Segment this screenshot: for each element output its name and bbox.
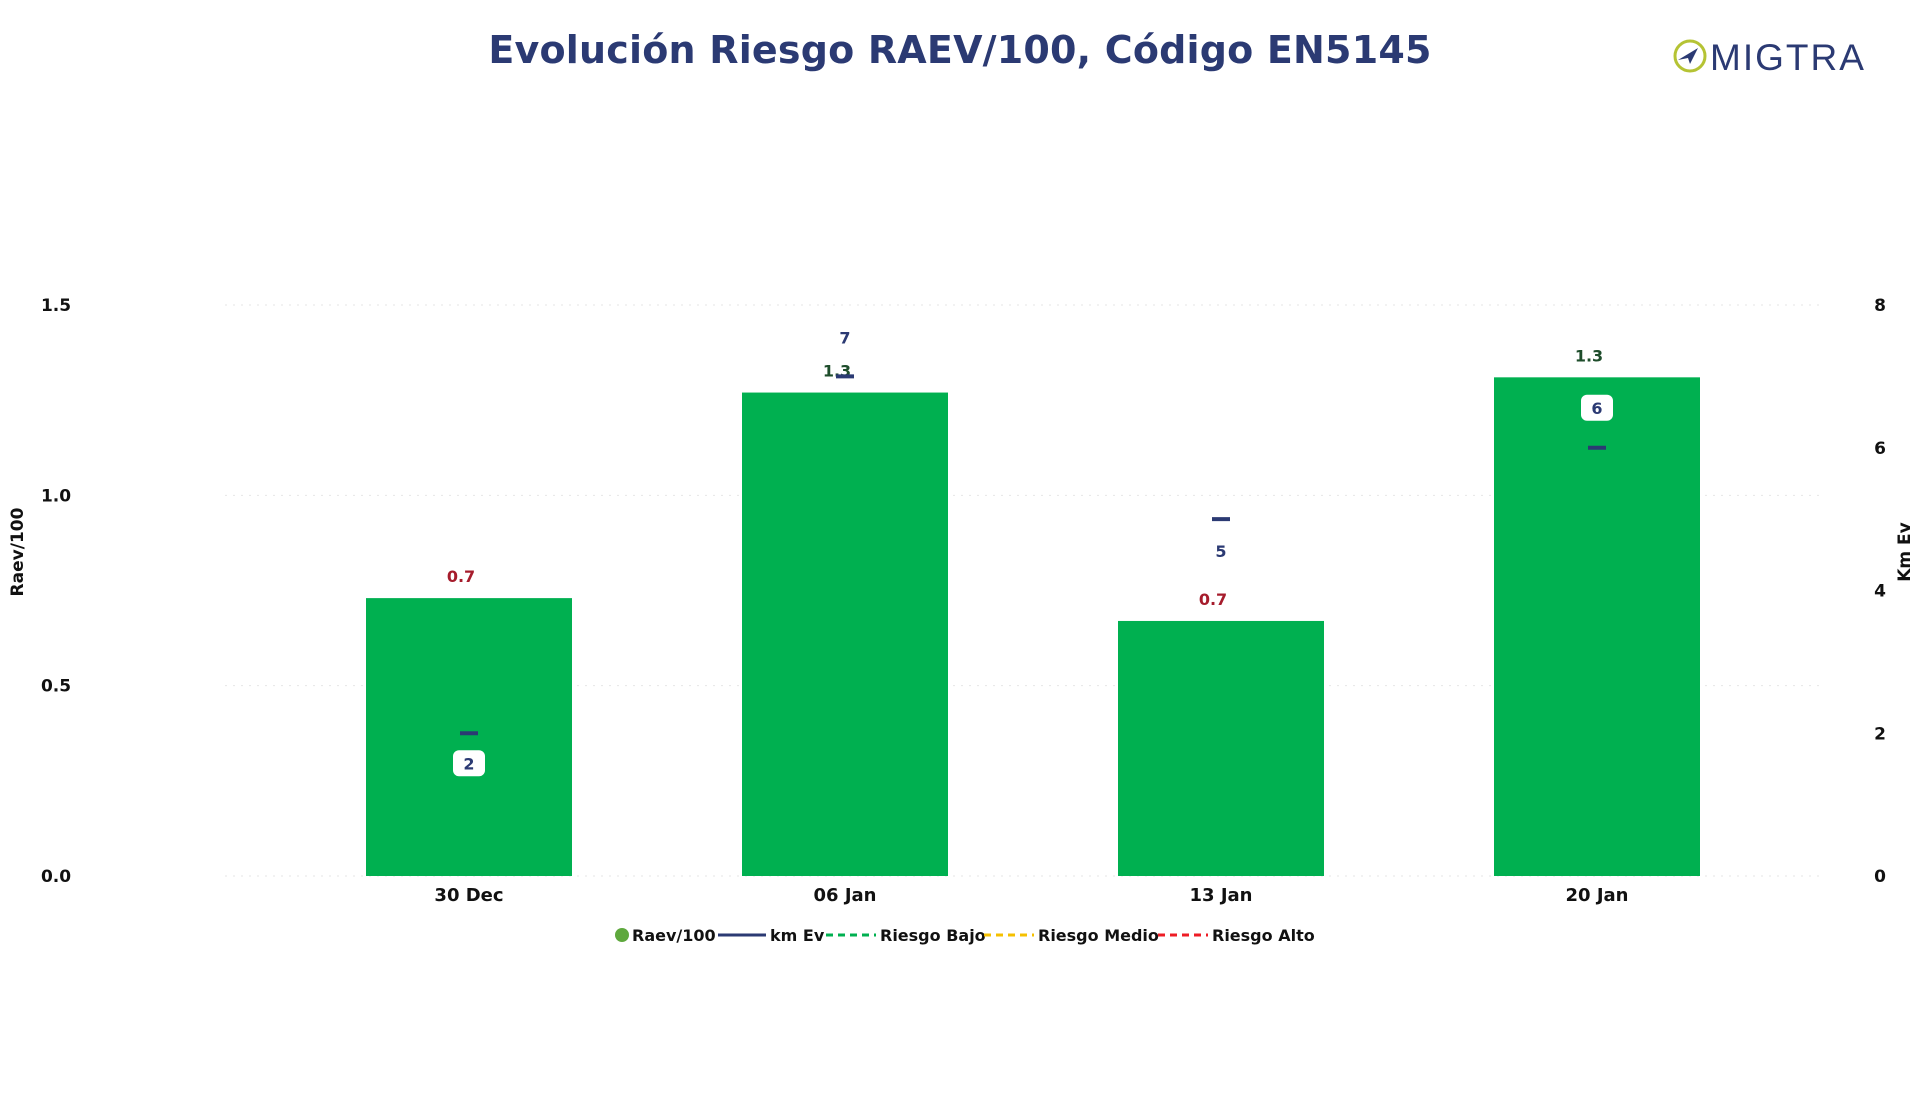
- logo-ring-icon: [1673, 39, 1707, 73]
- y-tick-label: 1.0: [41, 486, 71, 506]
- legend-marker-raev: [615, 928, 629, 942]
- y-tick-label: 0.5: [41, 677, 71, 697]
- y2-tick-label: 4: [1874, 582, 1886, 602]
- y2-tick-label: 0: [1874, 867, 1886, 887]
- y2-tick-label: 2: [1874, 724, 1886, 744]
- km-ev-label-box: [1581, 394, 1613, 421]
- km-ev-label: 2: [463, 754, 474, 773]
- x-tick-label: 13 Jan: [1190, 885, 1253, 906]
- bar-value-label: 0.7: [447, 567, 475, 586]
- legend-label-ref: Riesgo Alto: [1212, 926, 1315, 945]
- x-tick-label: 30 Dec: [434, 885, 503, 906]
- logo-arrow-icon: [1678, 48, 1698, 64]
- y2-tick-label: 6: [1874, 439, 1886, 459]
- legend-label-km-ev: km Ev: [770, 926, 825, 945]
- y-tick-label: 1.5: [41, 296, 71, 316]
- bar: [366, 598, 572, 876]
- y-axis-label: Raev/100: [8, 507, 28, 596]
- bar-value-label: 0.7: [1199, 590, 1227, 609]
- y2-tick-label: 8: [1874, 296, 1886, 316]
- x-tick-label: 06 Jan: [814, 885, 877, 906]
- km-ev-label-box: [453, 750, 485, 777]
- bar: [1494, 377, 1700, 876]
- legend-label-ref: Riesgo Bajo: [880, 926, 986, 945]
- legend-label-raev: Raev/100: [632, 926, 716, 945]
- bar-value-label: 1.3: [1575, 346, 1603, 365]
- km-ev-label: 6: [1591, 399, 1602, 418]
- km-ev-label: 7: [839, 329, 850, 348]
- logo-text: MIGTRA: [1710, 37, 1866, 78]
- migtra-logo: MIGTRA: [1673, 37, 1866, 78]
- y2-axis-label: Km Ev: [1895, 522, 1915, 582]
- x-tick-label: 20 Jan: [1566, 885, 1629, 906]
- bar: [742, 392, 948, 876]
- km-ev-label: 5: [1215, 542, 1226, 561]
- bar: [1118, 620, 1324, 876]
- chart-title: Evolución Riesgo RAEV/100, Código EN5145: [488, 28, 1432, 72]
- legend-label-ref: Riesgo Medio: [1038, 926, 1159, 945]
- y-tick-label: 0.0: [41, 867, 71, 887]
